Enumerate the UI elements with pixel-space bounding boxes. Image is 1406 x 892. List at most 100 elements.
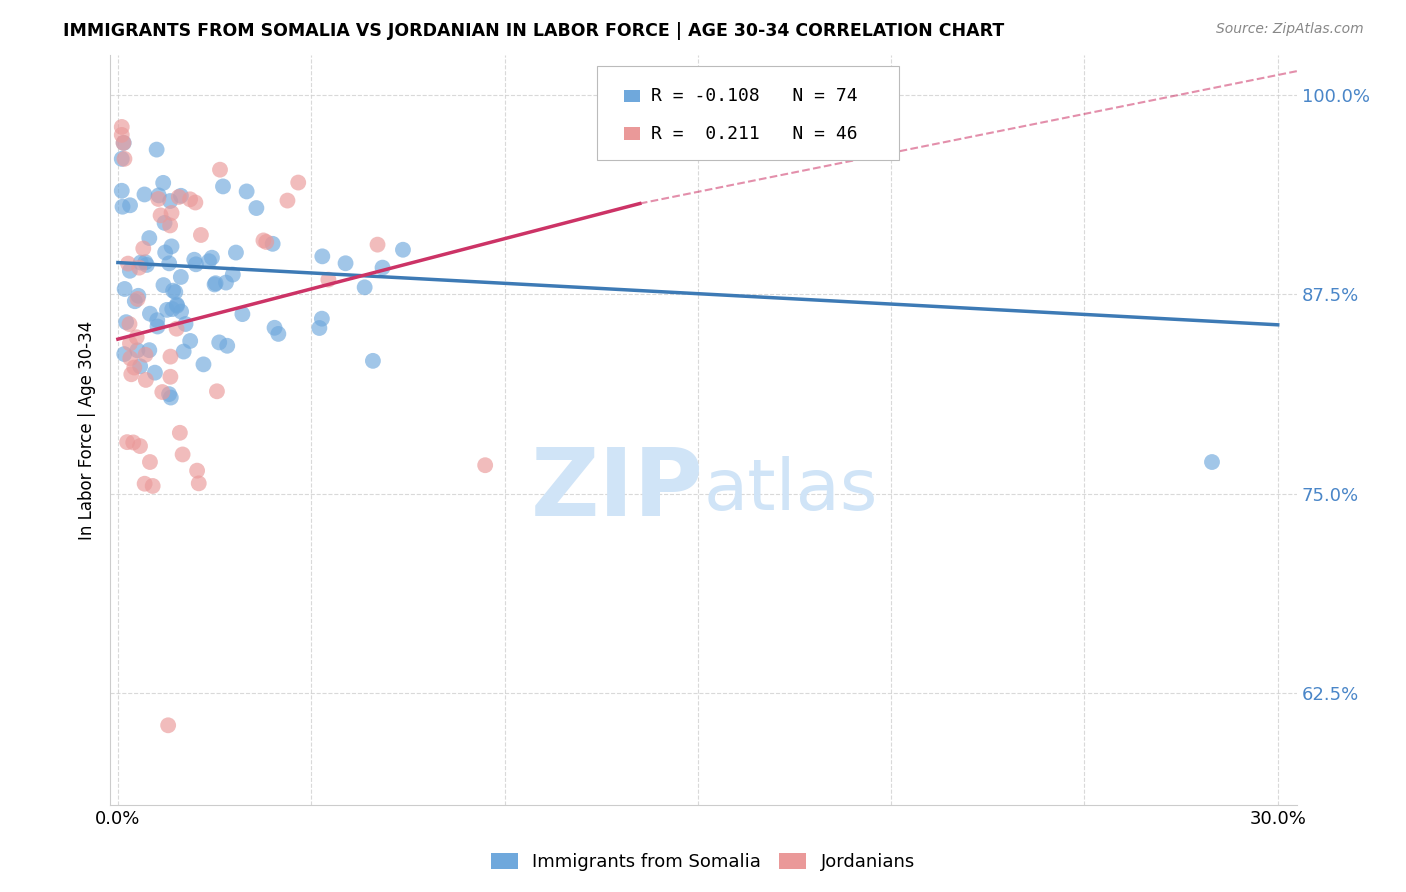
Text: R =  0.211   N = 46: R = 0.211 N = 46 [651, 125, 858, 143]
Point [166, 298, 188, 312]
Point [139, 307, 162, 321]
Point [187, 476, 209, 491]
Point [267, 326, 290, 341]
Point [311, 311, 333, 326]
Point [172, 447, 194, 461]
Point [198, 254, 221, 268]
Text: ZIP: ZIP [530, 444, 703, 536]
Point [129, 359, 152, 374]
Point [474, 458, 496, 473]
Point [128, 260, 150, 275]
Point [208, 162, 231, 177]
Point [120, 368, 142, 382]
Point [165, 285, 187, 299]
Point [179, 192, 201, 206]
Point [162, 284, 184, 298]
Point [193, 357, 215, 371]
Point [143, 366, 166, 380]
Point [170, 189, 193, 203]
Point [112, 347, 135, 361]
Point [252, 234, 274, 248]
Point [148, 192, 170, 206]
FancyBboxPatch shape [624, 128, 640, 140]
Point [146, 319, 169, 334]
Point [127, 289, 149, 303]
Point [135, 258, 157, 272]
Point [184, 257, 207, 271]
Point [122, 435, 145, 450]
Point [114, 282, 136, 296]
Point [124, 360, 146, 375]
Point [157, 256, 180, 270]
Point [127, 292, 149, 306]
Point [276, 194, 298, 208]
Point [153, 216, 176, 230]
Point [311, 249, 333, 263]
Point [1201, 455, 1223, 469]
Point [173, 344, 195, 359]
Point [159, 391, 181, 405]
Point [111, 184, 134, 198]
Point [367, 237, 389, 252]
Text: atlas: atlas [703, 456, 877, 524]
Point [318, 272, 340, 286]
Point [138, 231, 160, 245]
FancyBboxPatch shape [596, 66, 900, 161]
Point [204, 277, 226, 291]
Point [166, 299, 188, 313]
Point [159, 350, 181, 364]
Point [159, 194, 181, 208]
Point [204, 277, 226, 292]
Text: R = -0.108   N = 74: R = -0.108 N = 74 [651, 87, 858, 105]
Point [162, 301, 184, 316]
FancyBboxPatch shape [624, 90, 640, 103]
Point [392, 243, 415, 257]
Point [156, 302, 179, 317]
Point [335, 256, 357, 270]
Point [190, 227, 212, 242]
Point [115, 435, 138, 450]
Point [152, 278, 174, 293]
Point [112, 136, 135, 150]
Point [114, 152, 136, 166]
Point [205, 384, 228, 399]
Point [117, 257, 139, 271]
Point [183, 252, 205, 267]
Point [152, 176, 174, 190]
Point [169, 425, 191, 440]
Point [184, 195, 207, 210]
Point [215, 276, 238, 290]
Point [160, 206, 183, 220]
Point [231, 307, 253, 321]
Point [134, 476, 156, 491]
Point [129, 255, 152, 269]
Point [118, 336, 141, 351]
Point [139, 455, 162, 469]
Point [167, 190, 190, 204]
Point [111, 128, 134, 142]
Point [124, 294, 146, 309]
Point [166, 321, 188, 335]
Point [138, 343, 160, 358]
Point [263, 320, 285, 334]
Point [149, 208, 172, 222]
Point [145, 143, 167, 157]
Point [217, 339, 239, 353]
Point [142, 479, 165, 493]
Text: Source: ZipAtlas.com: Source: ZipAtlas.com [1216, 22, 1364, 37]
Legend: Immigrants from Somalia, Jordanians: Immigrants from Somalia, Jordanians [484, 846, 922, 879]
Point [150, 385, 173, 400]
Point [212, 179, 235, 194]
Point [222, 268, 245, 282]
Point [135, 373, 157, 387]
Point [159, 369, 181, 384]
Point [157, 387, 180, 401]
Point [287, 176, 309, 190]
Point [111, 152, 134, 166]
Y-axis label: In Labor Force | Age 30-34: In Labor Force | Age 30-34 [79, 320, 96, 540]
Text: IMMIGRANTS FROM SOMALIA VS JORDANIAN IN LABOR FORCE | AGE 30-34 CORRELATION CHAR: IMMIGRANTS FROM SOMALIA VS JORDANIAN IN … [63, 22, 1004, 40]
Point [308, 321, 330, 335]
Point [371, 260, 394, 275]
Point [118, 198, 141, 212]
Point [235, 185, 257, 199]
